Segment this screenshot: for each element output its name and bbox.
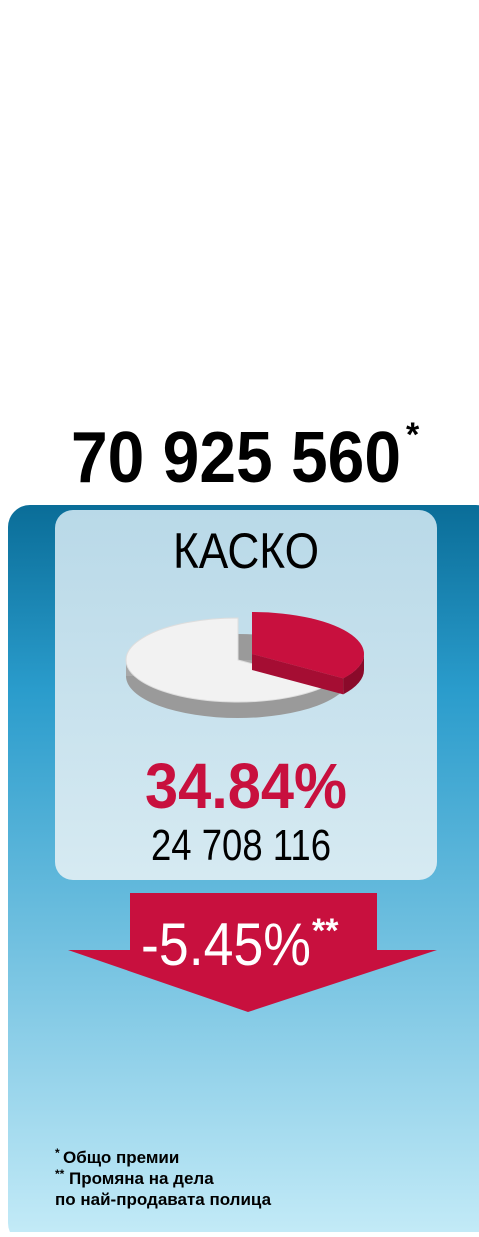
total: 70 925 560 (71, 418, 401, 498)
share-label: 34.84% (145, 750, 347, 822)
down-arrow (68, 893, 437, 1012)
footnote-mark: * (55, 1146, 60, 1160)
footnote-line: по най-продавата полица (55, 1190, 272, 1209)
pie-slice-top (252, 612, 365, 679)
footnote-mark: ** (55, 1167, 65, 1181)
footnotes: * Общо премии** Промяна на дела по най-прод… (55, 1146, 272, 1209)
pie-slice-side (252, 654, 344, 695)
total-mark: * (406, 416, 420, 454)
amount: 24 708 116 (151, 821, 331, 870)
footnote-line: Общо премии (63, 1148, 179, 1167)
pie-slice (252, 612, 365, 695)
footnote-line: Промяна на дела (69, 1169, 214, 1188)
pie-slice-side (343, 654, 364, 695)
change: -5.45% (141, 911, 311, 978)
category: КАСКО (173, 523, 319, 579)
change-mark: ** (312, 912, 339, 950)
pie (125, 612, 365, 718)
pie-rest (125, 617, 331, 703)
